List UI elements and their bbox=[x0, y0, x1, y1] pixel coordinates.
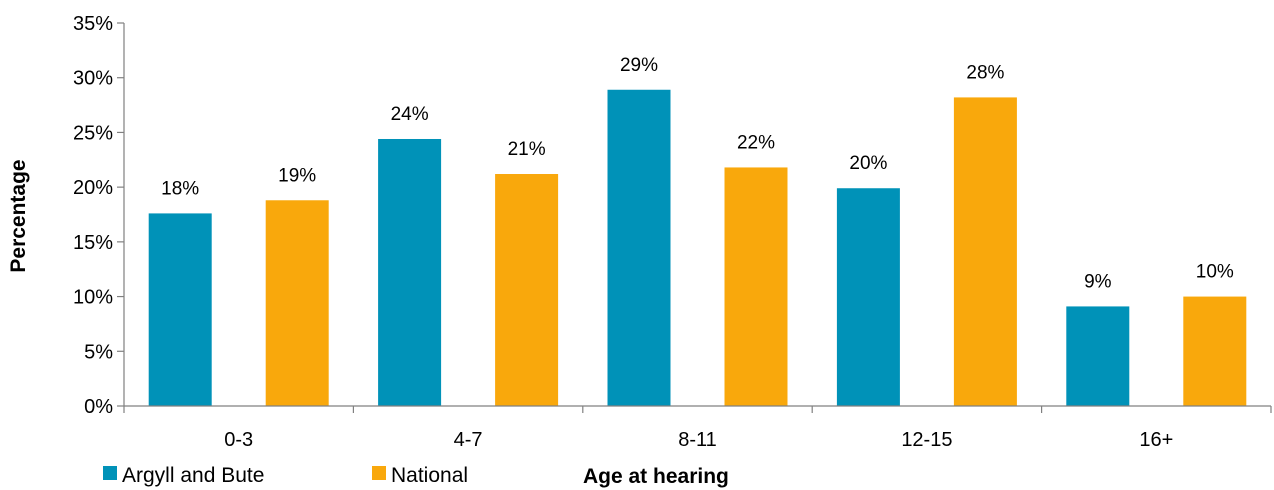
y-axis-title: Percentage bbox=[7, 159, 30, 272]
bars-group bbox=[148, 89, 1247, 406]
data-label: 9% bbox=[1084, 271, 1112, 292]
data-label: 21% bbox=[508, 139, 546, 160]
y-axis-ticks: 0% 5% 10% 15% 20% 25% 30% 35% bbox=[73, 13, 124, 418]
x-axis-ticks: 0-3 4-7 8-11 12-15 16+ bbox=[123, 406, 1272, 451]
legend-label: Argyll and Bute bbox=[122, 464, 264, 487]
bar bbox=[836, 188, 900, 406]
x-tick-label: 12-15 bbox=[901, 429, 952, 451]
x-tick-label: 4-7 bbox=[454, 429, 483, 451]
data-label: 28% bbox=[966, 62, 1004, 83]
y-tick-label: 25% bbox=[73, 122, 113, 144]
x-tick-label: 16+ bbox=[1139, 429, 1173, 451]
data-label: 18% bbox=[161, 178, 199, 199]
y-tick-label: 30% bbox=[73, 68, 113, 90]
x-tick-label: 0-3 bbox=[224, 429, 253, 451]
data-label: 29% bbox=[620, 55, 658, 76]
data-label: 24% bbox=[391, 104, 429, 125]
y-tick-label: 0% bbox=[84, 396, 113, 418]
bar bbox=[148, 213, 212, 406]
y-tick-label: 20% bbox=[73, 177, 113, 199]
y-tick-label: 35% bbox=[73, 13, 113, 35]
bar bbox=[1183, 296, 1247, 406]
y-tick-label: 15% bbox=[73, 232, 113, 254]
x-axis-title: Age at hearing bbox=[583, 465, 729, 488]
bar bbox=[1066, 306, 1130, 406]
y-tick-label: 5% bbox=[84, 341, 113, 363]
legend-swatch bbox=[372, 466, 386, 480]
x-tick-label: 8-11 bbox=[678, 429, 717, 451]
legend-swatch bbox=[103, 466, 117, 480]
data-label: 22% bbox=[737, 132, 775, 153]
legend-label: National bbox=[391, 464, 468, 487]
bar bbox=[607, 89, 671, 406]
data-labels-group: 18% 24% 29% 20% 9% 19% 21% 22% 28% 10% bbox=[161, 55, 1234, 293]
data-label: 20% bbox=[849, 153, 887, 174]
y-tick-label: 10% bbox=[73, 287, 113, 309]
bar bbox=[953, 97, 1017, 406]
data-label: 19% bbox=[278, 165, 316, 186]
bar bbox=[378, 138, 442, 406]
bar bbox=[265, 200, 329, 406]
bar bbox=[495, 174, 559, 406]
legend: Argyll and Bute National bbox=[103, 464, 468, 487]
bar bbox=[724, 167, 788, 406]
data-label: 10% bbox=[1196, 262, 1234, 283]
